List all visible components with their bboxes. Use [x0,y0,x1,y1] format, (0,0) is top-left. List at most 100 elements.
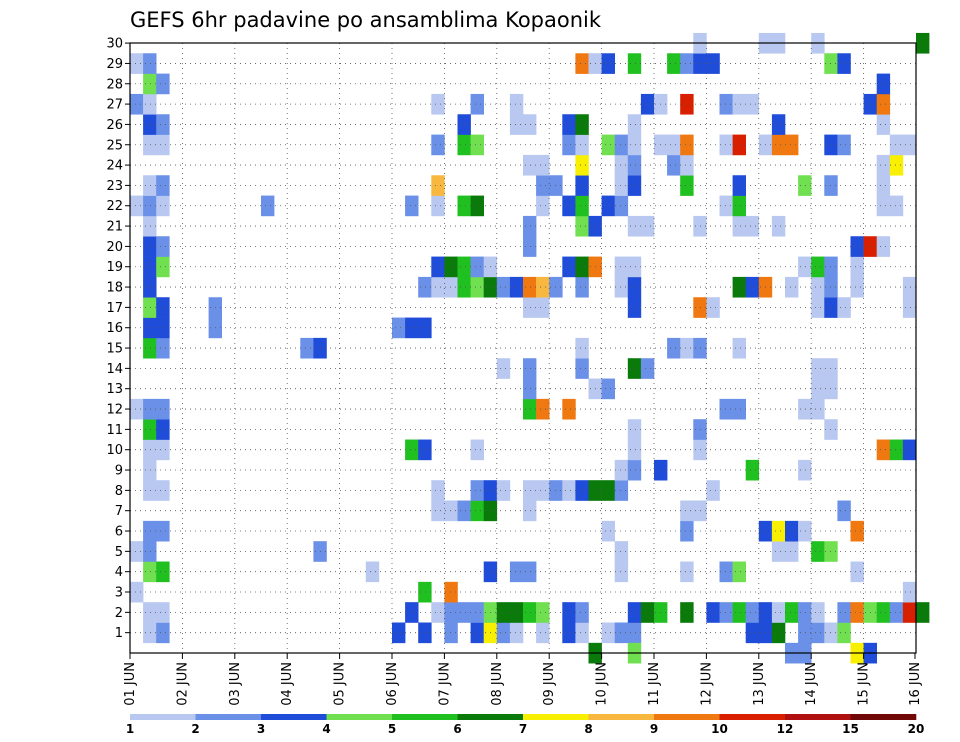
heatmap-cell [470,439,484,461]
heatmap-cell [719,561,733,583]
heatmap-cell [811,378,825,400]
heatmap-cell [536,480,550,501]
heatmap-cell [719,602,733,623]
x-axis-ticks: 01 JUN 02 JUN 03 JUN 04 JUN 05 JUN 06 JUN 07 J… [123,653,923,706]
heatmap-cell [523,500,537,522]
heatmap-cell [601,134,615,156]
heatmap-cell [850,276,864,298]
heatmap-cell [771,134,786,156]
heatmap-cell [916,32,930,54]
heatmap-cell [523,215,537,237]
colorbar-segment [654,714,720,720]
y-tick-label: 14 [106,362,123,377]
y-tick-label: 10 [106,443,123,458]
heatmap-cell [575,256,589,278]
heatmap-cell [732,602,746,623]
colorbar-segment [392,714,458,720]
heatmap-cell [614,276,629,298]
heatmap-cell [143,195,157,217]
heatmap-cell [444,622,458,644]
heatmap-cell [798,622,812,644]
heatmap-cell [562,622,576,644]
x-tick-label: 15 JUN [857,662,872,706]
heatmap-cell [850,236,864,257]
heatmap-cell [876,195,891,217]
heatmap-cell [418,439,432,461]
heatmap-cell [601,53,615,74]
colorbar-label: 10 [711,722,728,736]
colorbar-label: 4 [322,722,330,736]
grid-lines [130,42,916,653]
heatmap-cell [614,195,629,217]
heatmap-cell [405,317,419,339]
heatmap-cell [156,114,170,135]
heatmap-cell [156,622,170,644]
heatmap-cell [785,134,799,156]
heatmap-cell [614,134,629,156]
heatmap-cell [143,215,157,237]
heatmap-cell [850,256,864,278]
y-tick-label: 3 [115,586,123,601]
heatmap-cell [850,520,864,542]
y-tick-label: 5 [115,545,123,560]
heatmap-cell [798,602,812,623]
heatmap-cell [156,134,170,156]
heatmap-cell [509,93,524,115]
heatmap-cell [575,175,589,196]
heatmap-cell [536,175,550,196]
colorbar-label: 2 [191,722,199,736]
heatmap-cell [156,520,170,542]
heatmap-cell [156,73,170,95]
heatmap-cell [523,480,537,501]
heatmap-cell [680,53,694,74]
heatmap-cell [523,378,537,400]
heatmap-cell [536,154,550,176]
y-tick-label: 25 [106,138,123,153]
heatmap-cell [575,114,589,135]
heatmap-cell [470,256,484,278]
heatmap-cell [614,622,629,644]
heatmap-cell [811,602,825,623]
heatmap-cell [876,439,891,461]
heatmap-cell [627,154,642,176]
heatmap-cell [470,134,484,156]
heatmap-cell [916,602,930,623]
colorbar-segment [195,714,262,720]
heatmap-cell [745,602,760,623]
heatmap-cell [627,602,642,623]
heatmap-cell [811,622,825,644]
heatmap-cell [627,622,642,644]
heatmap-cell [130,541,144,562]
heatmap-cell [719,398,733,420]
heatmap-cell [470,276,484,298]
heatmap-cell [811,398,825,420]
heatmap-cell [680,500,694,522]
heatmap-cell [405,602,419,623]
colorbar-label: 12 [777,722,794,736]
heatmap-cell [811,256,825,278]
x-tick-label: 16 JUN [908,662,923,706]
colorbar-label: 6 [453,722,461,736]
y-tick-label: 17 [106,301,123,316]
heatmap-cell [431,175,445,196]
heatmap-cell [470,480,484,501]
heatmap-cell [889,195,904,217]
x-tick-label: 05 JUN [333,662,348,706]
heatmap-cell [876,73,891,95]
heatmap-cell [523,297,537,318]
heatmap-cell [667,337,681,359]
heatmap-cell [143,337,157,359]
heatmap-cell [156,337,170,359]
chart-title: GEFS 6hr padavine po ansamblima Kopaonik [130,8,602,32]
heatmap-cell [575,134,589,156]
y-tick-label: 22 [106,199,123,214]
heatmap-cell [627,256,642,278]
x-tick-label: 14 JUN [804,662,819,706]
heatmap-cell [536,602,550,623]
heatmap-cell [431,500,445,522]
heatmap-cell [509,561,524,583]
heatmap-cell [392,317,406,339]
y-tick-label: 21 [106,220,123,235]
heatmap-cell [418,622,432,644]
x-tick-label: 09 JUN [542,662,557,706]
